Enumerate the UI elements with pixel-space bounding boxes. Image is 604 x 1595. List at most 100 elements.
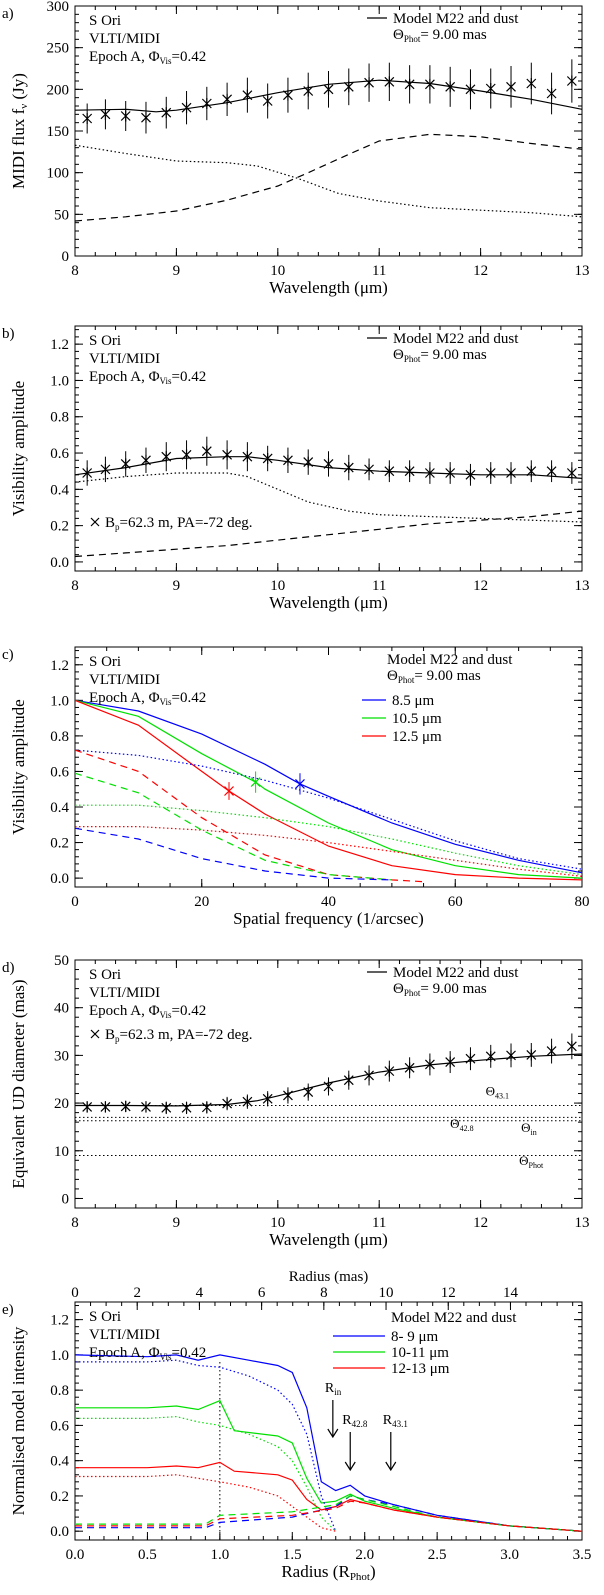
y-tick-label: 150 — [47, 124, 70, 140]
y-tick-label: 0 — [62, 249, 70, 265]
data-point — [445, 467, 456, 479]
data-point — [201, 98, 212, 109]
x-tick-label: 13 — [575, 578, 590, 594]
data-point — [404, 78, 415, 90]
data-point — [445, 1056, 456, 1068]
x-tick-label: 1.5 — [283, 1547, 302, 1563]
data-point — [404, 465, 415, 477]
series-line-dotted — [75, 1415, 337, 1532]
x-axis-title: Wavelength (μm) — [269, 593, 388, 612]
panel-label: c) — [2, 647, 14, 663]
y-axis-title: Equivalent UD diameter (mas) — [9, 979, 28, 1188]
x-tick-label: 2.5 — [428, 1547, 447, 1563]
data-point — [100, 1101, 111, 1113]
y-tick-label: 40 — [54, 1001, 69, 1017]
x-tick-label: 12 — [473, 1215, 488, 1231]
y-tick-label: 0.6 — [50, 446, 69, 462]
baseline-marker — [90, 517, 100, 527]
data-point — [303, 1086, 314, 1098]
series-line-solid — [75, 1399, 582, 1532]
x-axis-title: Spatial frequency (1/arcsec) — [233, 909, 424, 928]
data-point — [222, 1098, 233, 1110]
plot-frame — [74, 1301, 583, 1541]
data-point — [546, 88, 557, 99]
legend-entry: 12.5 μm — [392, 729, 442, 745]
data-point — [303, 456, 314, 468]
info-text: VLTI/MIDI — [89, 1327, 160, 1343]
info-text: Epoch A, ΦVis=0.42 — [89, 1003, 206, 1020]
data-point — [323, 458, 334, 470]
data-point — [485, 83, 496, 94]
x-tick-label: 8 — [71, 263, 79, 279]
x-tick-label: 9 — [173, 1215, 181, 1231]
top-x-tick-label: 4 — [196, 1285, 204, 1301]
y-tick-label: 1.0 — [50, 693, 69, 709]
x-tick-label: 13 — [575, 263, 590, 279]
data-point — [506, 81, 516, 93]
x-tick-label: 11 — [372, 1215, 386, 1231]
data-point — [424, 1058, 435, 1070]
x-tick-label: 12 — [473, 578, 488, 594]
data-point — [141, 1101, 151, 1113]
data-point — [222, 93, 233, 105]
x-tick-label: 9 — [173, 263, 181, 279]
data-point — [465, 1053, 476, 1065]
data-point — [201, 445, 212, 457]
series-line-dashed — [75, 1500, 582, 1532]
data-point — [506, 467, 516, 479]
y-axis-title: MIDI flux fν (Jy) — [9, 73, 30, 189]
x-tick-label: 1.0 — [210, 1547, 229, 1563]
y-tick-label: 1.2 — [50, 1313, 69, 1329]
panel-label: e) — [2, 1302, 14, 1318]
info-text: S Ori — [89, 13, 121, 29]
info-text: Epoch A, ΦVis=0.42 — [89, 1345, 206, 1362]
y-tick-label: 10 — [54, 1144, 69, 1160]
data-point — [485, 1050, 496, 1062]
data-point — [262, 452, 273, 464]
series-line-solid — [75, 79, 582, 113]
data-point — [161, 1102, 172, 1114]
legend-text: Model M22 and dust — [393, 965, 519, 981]
top-x-tick-label: 10 — [379, 1285, 394, 1301]
top-x-axis-title: Radius (mas) — [289, 1269, 369, 1285]
y-tick-label: 50 — [54, 953, 69, 969]
radius-marker-label: Rin — [325, 1381, 342, 1397]
y-tick-label: 0.2 — [50, 519, 69, 535]
data-point — [242, 1096, 253, 1108]
data-point — [181, 102, 192, 114]
data-point — [295, 778, 305, 789]
info-text: S Ori — [89, 1309, 121, 1325]
y-tick-label: 0.4 — [50, 1454, 69, 1470]
legend-entry: 8.5 μm — [392, 693, 435, 709]
baseline-label: Bp=62.3 m, PA=-72 deg. — [105, 515, 253, 532]
info-text: S Ori — [89, 967, 121, 983]
radius-marker-label: R43.1 — [383, 1413, 408, 1429]
data-point — [161, 107, 172, 119]
data-point — [506, 1049, 516, 1061]
data-point — [82, 113, 93, 124]
data-point — [242, 451, 253, 463]
reference-line-label: ΘPhot — [519, 1153, 544, 1170]
series-line-dotted — [75, 144, 582, 218]
data-point — [283, 1089, 293, 1101]
x-tick-label: 12 — [473, 263, 488, 279]
x-tick-label: 11 — [372, 263, 386, 279]
series-line-solid — [75, 1461, 582, 1532]
radius-marker-arrow — [385, 1432, 397, 1472]
x-tick-label: 0.0 — [66, 1547, 85, 1563]
y-tick-label: 0.6 — [50, 1418, 69, 1434]
x-tick-label: 8 — [71, 1215, 79, 1231]
data-point — [404, 1062, 415, 1074]
data-point — [181, 449, 192, 461]
data-point — [465, 469, 476, 481]
info-text: S Ori — [89, 333, 121, 349]
x-tick-label: 10 — [270, 263, 285, 279]
info-text: VLTI/MIDI — [89, 672, 160, 688]
series-line-dashed — [75, 510, 582, 558]
y-tick-label: 0.8 — [50, 729, 69, 745]
x-tick-label: 0 — [71, 894, 79, 910]
legend-text: Model M22 and dust — [387, 652, 513, 668]
data-point — [343, 462, 354, 474]
data-point — [566, 75, 577, 87]
data-point — [283, 454, 293, 466]
